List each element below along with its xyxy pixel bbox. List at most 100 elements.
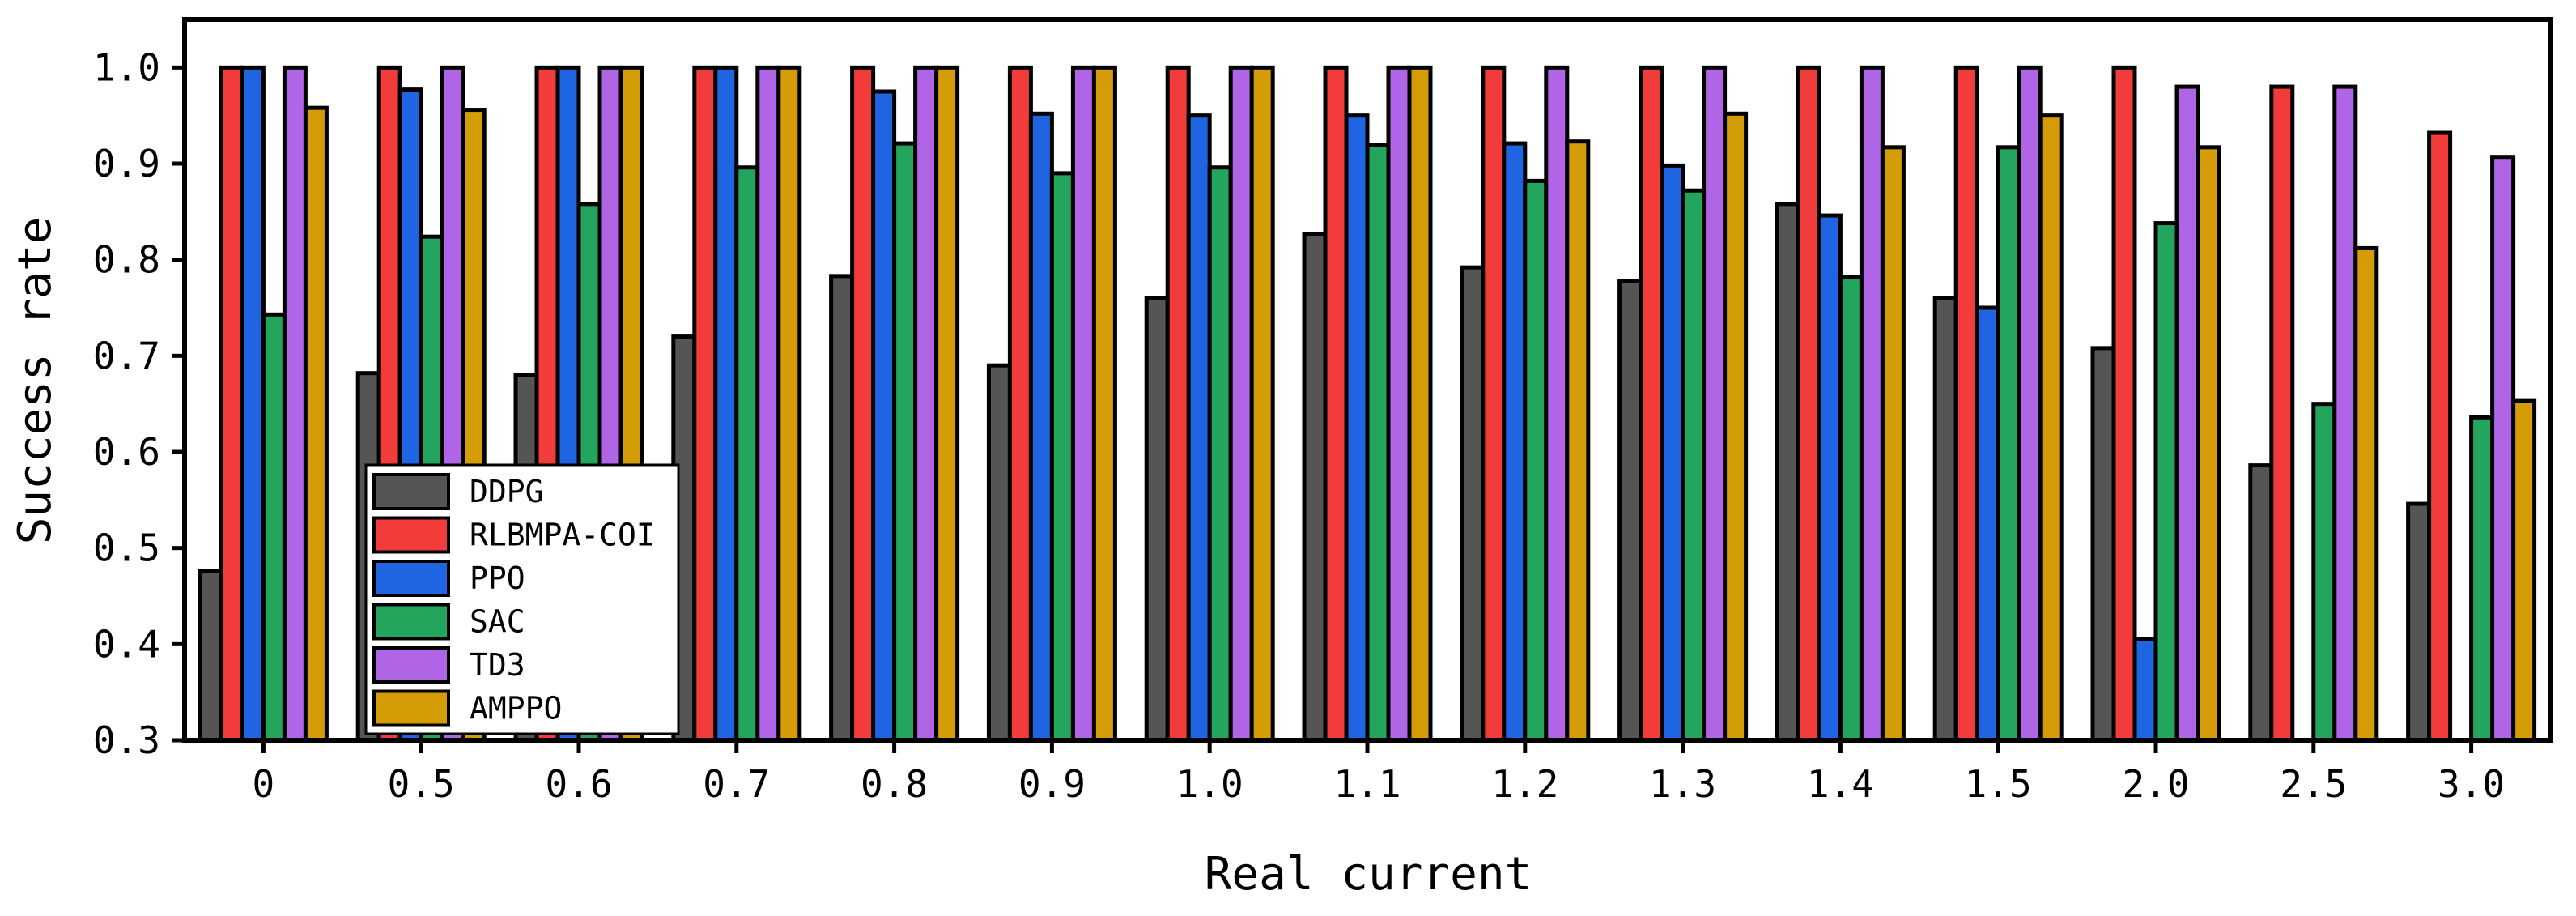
bar-amppo-8 bbox=[1565, 139, 1591, 743]
x-tick-label: 1.5 bbox=[1965, 762, 2032, 806]
x-tick-label: 0.9 bbox=[1018, 762, 1086, 806]
x-tick-label: 1.2 bbox=[1491, 762, 1558, 806]
bar-amppo-7 bbox=[1407, 65, 1433, 743]
bar-rlbmpa-coi-4 bbox=[850, 65, 876, 743]
y-tick-label: 0.3 bbox=[93, 718, 160, 762]
bar-ddpg-0 bbox=[198, 569, 223, 743]
bar-rlbmpa-coi-9 bbox=[1639, 65, 1664, 743]
bar-rlbmpa-coi-11 bbox=[1953, 65, 1979, 743]
bar-ppo-12 bbox=[2132, 637, 2158, 743]
x-tick-label: 0.6 bbox=[545, 762, 612, 806]
legend: DDPG RLBMPA-COI PPO SAC TD3 AMPPO bbox=[364, 463, 680, 735]
bar-ddpg-12 bbox=[2090, 346, 2116, 743]
x-tick-label: 0 bbox=[253, 762, 275, 806]
bar-amppo-11 bbox=[2038, 113, 2064, 743]
y-tick-label: 0.7 bbox=[93, 334, 160, 377]
bar-sac-12 bbox=[2153, 221, 2179, 743]
bar-td3-6 bbox=[1228, 65, 1254, 743]
y-axis-label: Success rate bbox=[9, 217, 62, 545]
bar-td3-13 bbox=[2332, 84, 2358, 743]
bar-rlbmpa-coi-14 bbox=[2427, 130, 2453, 743]
bar-rlbmpa-coi-6 bbox=[1165, 65, 1191, 743]
y-tick-label: 0.5 bbox=[93, 526, 160, 570]
bar-ppo-9 bbox=[1660, 163, 1685, 743]
x-tick-label: 0.7 bbox=[703, 762, 770, 806]
x-axis-label: Real current bbox=[1205, 848, 1532, 901]
x-tick-label: 1.3 bbox=[1649, 762, 1716, 806]
bar-ppo-10 bbox=[1817, 213, 1843, 743]
bar-td3-4 bbox=[913, 65, 939, 743]
bar-amppo-10 bbox=[1880, 145, 1906, 743]
bar-amppo-3 bbox=[776, 65, 802, 743]
bar-amppo-0 bbox=[303, 105, 329, 743]
x-tick-label: 0.5 bbox=[388, 762, 455, 806]
bar-ddpg-8 bbox=[1460, 265, 1486, 743]
bar-rlbmpa-coi-7 bbox=[1323, 65, 1349, 743]
legend-label-sac: SAC bbox=[470, 604, 525, 640]
x-tick-label: 1.4 bbox=[1807, 762, 1874, 806]
legend-swatch-sac bbox=[372, 603, 450, 641]
x-axis: 0 0.5 0.6 0.7 0.8 0.9 1.0 1.1 1.2 1.3 1.4 1.5 2.0 2.5… bbox=[253, 740, 2505, 806]
bar-sac-6 bbox=[1207, 165, 1233, 743]
bar-sac-8 bbox=[1523, 178, 1549, 743]
bar-sac-7 bbox=[1365, 143, 1391, 743]
legend-swatch-ddpg bbox=[372, 473, 450, 510]
bar-amppo-5 bbox=[1091, 65, 1117, 743]
bar-ppo-4 bbox=[871, 89, 897, 743]
bar-sac-14 bbox=[2469, 415, 2495, 743]
bar-td3-14 bbox=[2490, 155, 2516, 743]
bar-ppo-8 bbox=[1502, 141, 1528, 743]
bar-sac-4 bbox=[892, 141, 918, 743]
bar-td3-12 bbox=[2174, 84, 2200, 743]
x-tick-label: 1.0 bbox=[1176, 762, 1243, 806]
legend-label-rlbmpa-coi: RLBMPA-COI bbox=[470, 518, 655, 553]
x-tick-label: 3.0 bbox=[2438, 762, 2505, 806]
bar-rlbmpa-coi-10 bbox=[1796, 65, 1821, 743]
bar-ddpg-4 bbox=[829, 274, 855, 743]
bar-sac-10 bbox=[1838, 275, 1864, 743]
bar-sac-3 bbox=[734, 165, 760, 743]
bar-ppo-3 bbox=[713, 65, 739, 743]
bar-rlbmpa-coi-5 bbox=[1007, 65, 1033, 743]
bar-amppo-14 bbox=[2511, 398, 2537, 743]
bar-ddpg-6 bbox=[1144, 296, 1170, 743]
bar-ddpg-10 bbox=[1775, 202, 1800, 743]
bar-td3-5 bbox=[1070, 65, 1096, 743]
x-tick-label: 0.8 bbox=[861, 762, 928, 806]
legend-swatch-td3 bbox=[372, 646, 450, 684]
bar-sac-9 bbox=[1681, 188, 1707, 743]
bar-amppo-12 bbox=[2196, 145, 2221, 743]
legend-label-ppo: PPO bbox=[470, 560, 525, 596]
bar-ppo-6 bbox=[1186, 113, 1212, 743]
bar-ddpg-5 bbox=[986, 363, 1012, 743]
bar-rlbmpa-coi-0 bbox=[219, 65, 244, 743]
bar-amppo-6 bbox=[1249, 65, 1275, 743]
bar-rlbmpa-coi-13 bbox=[2269, 84, 2295, 743]
bar-ddpg-13 bbox=[2248, 463, 2274, 743]
bar-td3-3 bbox=[755, 65, 781, 743]
bar-sac-0 bbox=[261, 312, 287, 743]
bar-amppo-9 bbox=[1723, 111, 1749, 743]
bar-td3-0 bbox=[282, 65, 308, 743]
x-tick-label: 1.1 bbox=[1333, 762, 1401, 806]
x-tick-label: 2.5 bbox=[2280, 762, 2347, 806]
bar-td3-11 bbox=[2017, 65, 2043, 743]
bar-td3-9 bbox=[1702, 65, 1728, 743]
legend-swatch-rlbmpa-coi bbox=[372, 516, 450, 554]
y-tick-label: 1.0 bbox=[93, 45, 160, 89]
bar-sac-13 bbox=[2311, 402, 2337, 743]
bar-ppo-11 bbox=[1975, 305, 2000, 743]
bar-amppo-13 bbox=[2353, 245, 2379, 743]
y-tick-label: 0.4 bbox=[93, 622, 160, 666]
bar-ddpg-7 bbox=[1302, 232, 1328, 743]
bar-rlbmpa-coi-12 bbox=[2111, 65, 2137, 743]
bar-amppo-4 bbox=[934, 65, 960, 743]
y-axis: 0.3 0.4 0.5 0.6 0.7 0.8 0.9 1.0 bbox=[93, 45, 185, 762]
bar-ddpg-14 bbox=[2406, 501, 2432, 743]
bar-rlbmpa-coi-3 bbox=[692, 65, 718, 743]
bar-ddpg-11 bbox=[1932, 296, 1958, 743]
legend-label-td3: TD3 bbox=[470, 647, 525, 683]
y-tick-label: 0.9 bbox=[93, 142, 160, 185]
bar-sac-5 bbox=[1049, 171, 1075, 743]
